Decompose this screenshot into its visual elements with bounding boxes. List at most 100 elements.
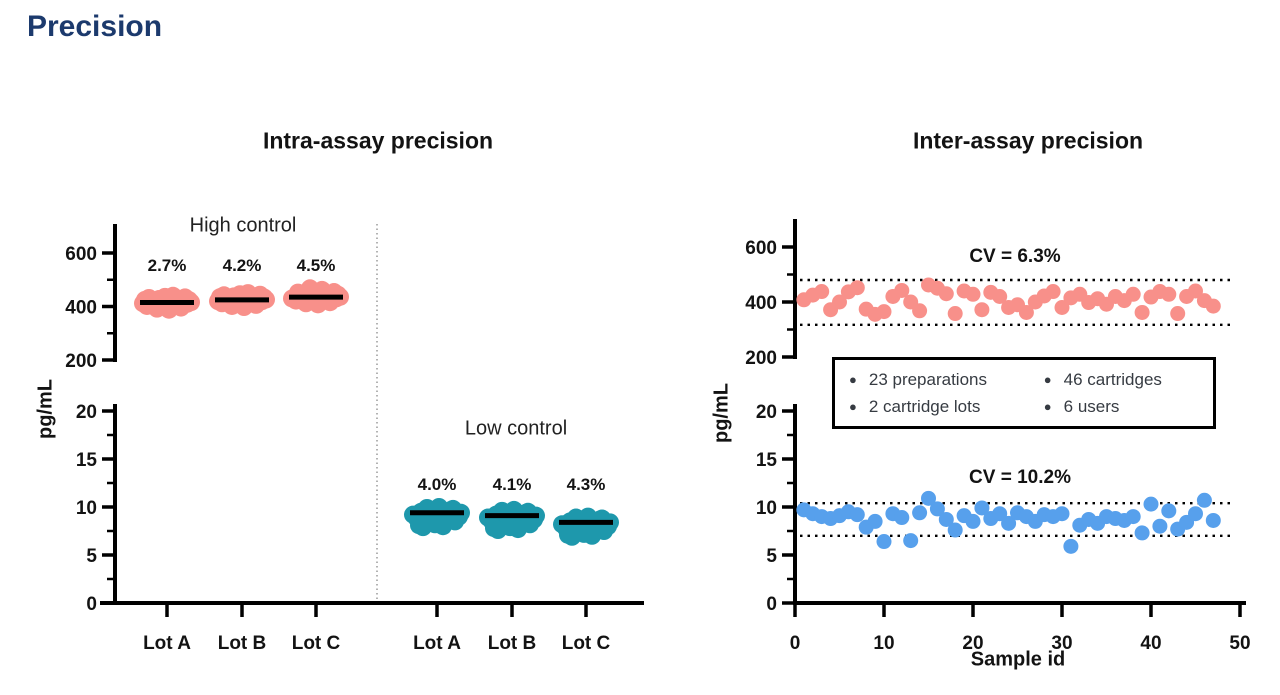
bullet-icon: ● — [1043, 399, 1052, 414]
data-point — [1205, 512, 1221, 528]
y-tick-label: 5 — [86, 546, 97, 567]
inter-chart-title: Inter-assay precision — [912, 127, 1144, 154]
data-point — [912, 303, 928, 319]
cluster-point — [414, 518, 432, 537]
lot-label: Lot C — [292, 633, 341, 654]
data-point — [992, 506, 1008, 522]
y-tick-label: 0 — [766, 594, 777, 615]
data-point — [912, 505, 928, 521]
lot-label: Lot C — [562, 633, 611, 654]
cv-label-high-lot-a: 2.7% — [147, 256, 187, 275]
data-point — [1205, 298, 1221, 314]
y-tick-label: 200 — [65, 351, 97, 372]
cluster-point — [211, 288, 229, 307]
cluster-point — [235, 298, 253, 317]
y-tick-label: 600 — [745, 238, 777, 259]
y-tick-label: 600 — [65, 244, 97, 265]
y-tick-label: 400 — [745, 293, 777, 314]
legend-item-label: 6 users — [1063, 396, 1120, 416]
data-point — [1152, 518, 1168, 534]
data-point — [894, 282, 910, 298]
data-point — [832, 294, 847, 310]
cluster-point — [595, 522, 613, 540]
legend-item: ● 46 cartridges — [1044, 370, 1201, 390]
data-point — [1054, 506, 1070, 522]
y-tick-label: 20 — [756, 402, 777, 423]
data-point — [1188, 506, 1203, 522]
data-point — [965, 513, 981, 529]
cv-label-low-lot-c: 4.3% — [566, 475, 606, 494]
cv-label-low-lot-b: 4.1% — [492, 475, 532, 494]
data-point — [1063, 538, 1079, 554]
data-point — [947, 522, 963, 538]
cv-label-high-lot-c: 4.5% — [296, 256, 336, 275]
data-point — [1134, 304, 1150, 320]
inter-x-axis-label: Sample id — [970, 648, 1066, 671]
cluster-point — [301, 279, 319, 298]
bullet-icon: ● — [849, 399, 857, 414]
data-point — [929, 501, 945, 517]
lot-label: Lot A — [143, 633, 191, 654]
cluster-point — [136, 290, 154, 309]
page-title: Precision — [27, 10, 163, 43]
data-point — [903, 533, 919, 549]
data-point — [1170, 306, 1186, 322]
inter-y-axis-label: pg/mL — [710, 383, 733, 443]
sample-tick-label: 10 — [873, 633, 894, 654]
cluster-point — [309, 295, 327, 314]
legend-item-label: 46 cartridges — [1063, 369, 1162, 389]
data-point — [965, 286, 981, 302]
legend-item-label: 23 preparations — [868, 369, 987, 389]
data-point — [814, 284, 830, 300]
data-point — [876, 304, 892, 320]
data-point — [876, 534, 892, 550]
data-point — [1125, 286, 1141, 302]
data-point — [1001, 515, 1017, 531]
cluster-point — [489, 521, 507, 540]
sample-tick-label: 0 — [790, 633, 801, 654]
data-point — [1134, 525, 1150, 541]
cv-label-inter-low: CV = 10.2% — [969, 467, 1071, 488]
cv-label-inter-high: CV = 6.3% — [969, 246, 1061, 267]
cv-label-low-lot-a: 4.0% — [417, 475, 457, 494]
data-point — [1054, 300, 1070, 315]
low-control-label: Low control — [464, 417, 568, 440]
data-point — [992, 289, 1008, 304]
data-point — [1045, 284, 1061, 300]
bullet-icon: ● — [1043, 372, 1052, 387]
cv-label-high-lot-b: 4.2% — [222, 256, 262, 275]
y-tick-label: 10 — [76, 498, 97, 519]
y-tick-label: 0 — [86, 594, 97, 615]
data-point — [974, 302, 990, 318]
data-point — [938, 286, 954, 302]
data-point — [1196, 492, 1212, 508]
data-point — [1161, 503, 1177, 519]
sample-tick-label: 40 — [1140, 633, 1161, 654]
data-point — [1018, 304, 1034, 320]
y-tick-label: 15 — [756, 450, 778, 471]
y-tick-label: 5 — [766, 546, 777, 567]
lot-label: Lot B — [218, 633, 267, 654]
legend-item: ● 23 preparations — [849, 370, 1030, 390]
high-control-label: High control — [189, 214, 297, 237]
y-tick-label: 200 — [745, 348, 777, 369]
lot-label: Lot A — [413, 633, 461, 654]
legend-item: ● 6 users — [1044, 397, 1201, 417]
cluster-point — [563, 527, 581, 546]
data-point — [1143, 496, 1159, 512]
data-point — [1188, 283, 1203, 299]
bullet-icon: ● — [849, 372, 857, 387]
data-point — [849, 280, 865, 296]
y-tick-label: 10 — [756, 498, 777, 519]
intra-y-axis-label: pg/mL — [34, 379, 57, 439]
data-point — [1125, 509, 1141, 525]
cluster-point — [446, 512, 464, 531]
intra-chart-title: Intra-assay precision — [262, 127, 494, 154]
legend-item: ● 2 cartridge lots — [849, 397, 1030, 417]
data-point — [1161, 286, 1177, 302]
data-point — [974, 500, 990, 516]
y-tick-label: 20 — [76, 402, 97, 423]
data-point — [921, 490, 936, 506]
sample-tick-label: 30 — [1051, 633, 1072, 654]
